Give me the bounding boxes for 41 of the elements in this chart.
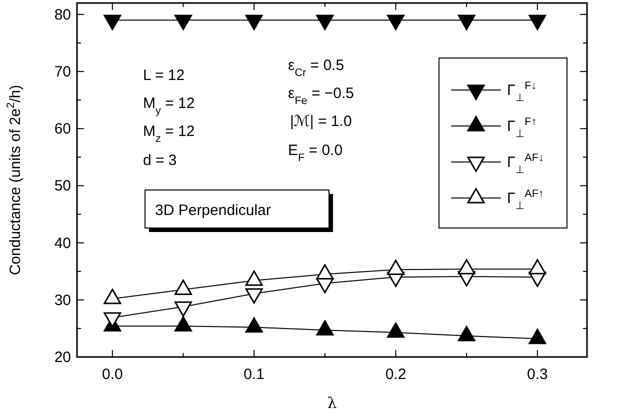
y-tick-label: 70 [54,64,71,81]
y-tick-label: 20 [54,349,71,366]
y-tick-label: 40 [54,234,71,252]
point [387,260,404,275]
annotation: |ℳ| = 1.0 [290,113,352,130]
point [387,322,404,338]
y-tick-label: 60 [54,120,71,138]
annotation: ε$_{Cr}$ = 0.5 [288,57,344,79]
point [528,259,546,274]
point [528,328,546,344]
x-tick-label: 0.0 [102,366,123,383]
x-tick-label: 0.1 [244,366,265,383]
annotation: L = 12 [143,67,185,84]
x-axis-title: λ [327,394,338,412]
point [458,326,476,342]
y-tick-label: 30 [54,292,71,309]
annotation: E$_{F}$ = 0.0 [288,142,343,164]
point [245,317,263,333]
point [245,14,263,30]
annotation: M$_{y}$ = 12 [143,95,195,117]
annotation: M$_{z}$ = 12 [143,123,195,145]
annotation: ε$_{Fe}$ = −0.5 [288,85,354,107]
annotation: 3D Perpendicular [155,202,271,219]
point [104,288,122,304]
point [104,14,122,30]
point [528,14,546,30]
point [458,259,476,274]
point [316,14,334,30]
point [174,316,192,332]
x-tick-label: 0.3 [526,366,548,383]
point [245,270,263,286]
x-tick-label: 0.2 [385,366,406,383]
point [174,280,192,295]
point [316,264,334,280]
annotation: d = 3 [143,152,177,169]
point [174,14,192,30]
y-tick-label: 50 [54,178,71,195]
point [316,320,334,336]
point [458,14,476,30]
point [387,14,404,30]
y-tick-label: 80 [54,6,71,24]
